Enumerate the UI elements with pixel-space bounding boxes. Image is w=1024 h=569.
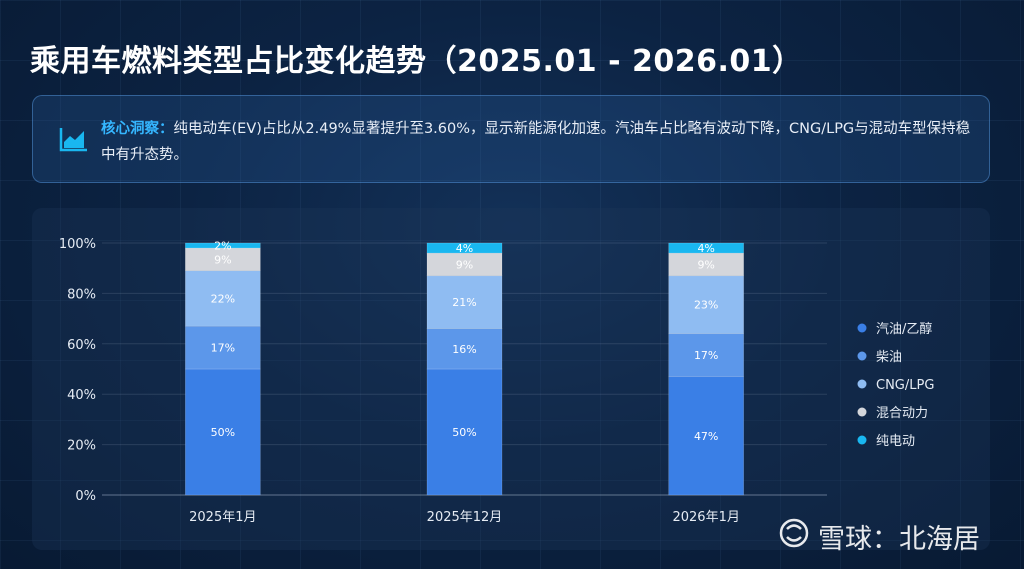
data-label: 4%: [456, 242, 473, 255]
legend-label: 柴油: [876, 350, 902, 365]
insight-text: 核心洞察：纯电动车(EV)占比从2.49%显著提升至3.60%，显示新能源化加速…: [101, 116, 971, 168]
legend-label: 混合动力: [876, 406, 928, 421]
area-chart-icon: [59, 126, 89, 156]
insight-box: 核心洞察：纯电动车(EV)占比从2.49%显著提升至3.60%，显示新能源化加速…: [32, 95, 990, 183]
data-label: 50%: [452, 426, 476, 439]
data-label: 50%: [211, 426, 235, 439]
insight-body: 纯电动车(EV)占比从2.49%显著提升至3.60%，显示新能源化加速。汽油车占…: [101, 121, 971, 163]
x-tick-label: 2026年1月: [672, 510, 739, 525]
bar-segment: [668, 376, 744, 496]
snowball-logo-icon: [778, 517, 810, 556]
watermark-text: 雪球：北海居: [818, 523, 980, 555]
legend-marker: [857, 435, 867, 445]
y-tick-label: 100%: [59, 237, 96, 252]
page-title: 乘用车燃料类型占比变化趋势（2025.01 - 2026.01）: [30, 44, 803, 79]
y-tick-label: 80%: [67, 287, 96, 302]
data-label: 17%: [694, 349, 718, 362]
data-label: 21%: [452, 296, 476, 309]
chart-panel: 0% 20% 40% 60% 80% 100% 50% 17% 22% 9% 2% 2025年1月 50…: [32, 208, 990, 550]
y-tick-label: 40%: [67, 388, 96, 403]
bar-segment: [426, 275, 503, 329]
data-label: 9%: [697, 258, 714, 271]
bar-segment: [185, 368, 261, 496]
legend-label: CNG/LPG: [876, 378, 934, 393]
legend-marker: [857, 379, 867, 389]
legend-marker: [857, 407, 867, 417]
x-tick-label: 2025年12月: [427, 510, 503, 525]
bar-segment: [668, 333, 744, 377]
x-tick-label: 2025年1月: [189, 510, 256, 525]
stacked-bar-chart: 0%20%40%60%80%100%50%17%22%9%2%2025年1月50…: [59, 237, 935, 525]
bar-segment: [185, 325, 261, 370]
data-label: 17%: [211, 342, 235, 355]
bar-segment: [668, 242, 744, 254]
bar-segment: [426, 328, 503, 370]
y-tick-label: 0%: [75, 489, 96, 504]
legend-label: 纯电动: [876, 434, 915, 449]
data-label: 2%: [214, 240, 231, 253]
legend-marker: [857, 323, 867, 333]
data-label: 22%: [211, 292, 235, 305]
data-label: 9%: [214, 253, 231, 266]
y-tick-label: 60%: [67, 338, 96, 353]
data-label: 4%: [697, 242, 714, 255]
bar-segment: [185, 242, 261, 249]
watermark: 雪球：北海居: [778, 516, 980, 556]
data-label: 9%: [456, 258, 473, 271]
data-label: 23%: [694, 299, 718, 312]
insight-label: 核心洞察：: [101, 121, 174, 137]
bar-segment: [426, 242, 503, 254]
data-label: 16%: [452, 343, 476, 356]
bar-segment: [668, 275, 744, 335]
legend-marker: [857, 351, 867, 361]
legend-label: 汽油/乙醇: [876, 321, 932, 337]
bar-segment: [185, 270, 261, 327]
y-tick-label: 20%: [67, 439, 96, 454]
data-label: 47%: [694, 430, 718, 443]
